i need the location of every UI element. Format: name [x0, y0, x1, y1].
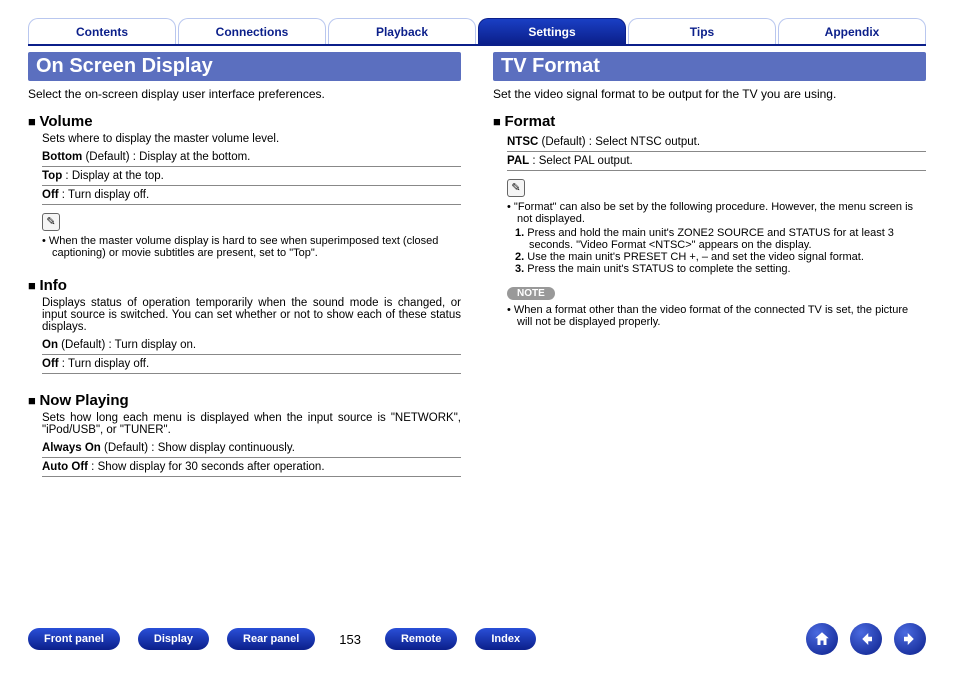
- link-index[interactable]: Index: [475, 628, 536, 650]
- arrow-left-icon[interactable]: [850, 623, 882, 655]
- home-icon[interactable]: [806, 623, 838, 655]
- note-pill: NOTE: [507, 287, 555, 300]
- section-intro-osd: Select the on-screen display user interf…: [28, 87, 461, 101]
- tab-playback[interactable]: Playback: [328, 18, 476, 44]
- section-intro-tvformat: Set the video signal format to be output…: [493, 87, 926, 101]
- opt-nowplaying-auto: Auto Off : Show display for 30 seconds a…: [42, 458, 461, 477]
- subsection-format: Format NTSC (Default) : Select NTSC outp…: [493, 113, 926, 328]
- link-remote[interactable]: Remote: [385, 628, 457, 650]
- arrow-right-icon[interactable]: [894, 623, 926, 655]
- link-rear-panel[interactable]: Rear panel: [227, 628, 315, 650]
- desc-info: Displays status of operation temporarily…: [42, 297, 461, 333]
- link-front-panel[interactable]: Front panel: [28, 628, 120, 650]
- heading-now-playing: Now Playing: [28, 392, 461, 409]
- steps-format: 1. Press and hold the main unit's ZONE2 …: [515, 227, 926, 275]
- column-on-screen-display: On Screen Display Select the on-screen d…: [28, 52, 461, 495]
- tab-tips[interactable]: Tips: [628, 18, 776, 44]
- heading-volume: Volume: [28, 113, 461, 130]
- section-title-tvformat: TV Format: [493, 52, 926, 81]
- desc-now-playing: Sets how long each menu is displayed whe…: [42, 412, 461, 436]
- opt-info-on: On (Default) : Turn display on.: [42, 336, 461, 355]
- subsection-now-playing: Now Playing Sets how long each menu is d…: [28, 392, 461, 477]
- section-title-osd: On Screen Display: [28, 52, 461, 81]
- pencil-note-icon: ✎: [507, 179, 525, 197]
- link-display[interactable]: Display: [138, 628, 209, 650]
- note-format-warn: When a format other than the video forma…: [507, 304, 926, 328]
- top-tabs: Contents Connections Playback Settings T…: [28, 18, 926, 46]
- tab-settings[interactable]: Settings: [478, 18, 626, 44]
- opt-volume-off: Off : Turn display off.: [42, 186, 461, 205]
- subsection-info: Info Displays status of operation tempor…: [28, 277, 461, 374]
- opt-info-off: Off : Turn display off.: [42, 355, 461, 374]
- opt-volume-bottom: Bottom (Default) : Display at the bottom…: [42, 148, 461, 167]
- opt-format-ntsc: NTSC (Default) : Select NTSC output.: [507, 133, 926, 152]
- subsection-volume: Volume Sets where to display the master …: [28, 113, 461, 259]
- heading-format: Format: [493, 113, 926, 130]
- page-number: 153: [339, 632, 361, 647]
- note-volume: When the master volume display is hard t…: [42, 235, 461, 259]
- footer-nav: Front panel Display Rear panel 153 Remot…: [28, 623, 926, 655]
- opt-nowplaying-always: Always On (Default) : Show display conti…: [42, 439, 461, 458]
- column-tv-format: TV Format Set the video signal format to…: [493, 52, 926, 495]
- tab-connections[interactable]: Connections: [178, 18, 326, 44]
- note-format-proc: "Format" can also be set by the followin…: [507, 201, 926, 225]
- opt-volume-top: Top : Display at the top.: [42, 167, 461, 186]
- heading-info: Info: [28, 277, 461, 294]
- desc-volume: Sets where to display the master volume …: [42, 133, 461, 145]
- opt-format-pal: PAL : Select PAL output.: [507, 152, 926, 171]
- tab-appendix[interactable]: Appendix: [778, 18, 926, 44]
- pencil-note-icon: ✎: [42, 213, 60, 231]
- tab-contents[interactable]: Contents: [28, 18, 176, 44]
- content-columns: On Screen Display Select the on-screen d…: [28, 52, 926, 495]
